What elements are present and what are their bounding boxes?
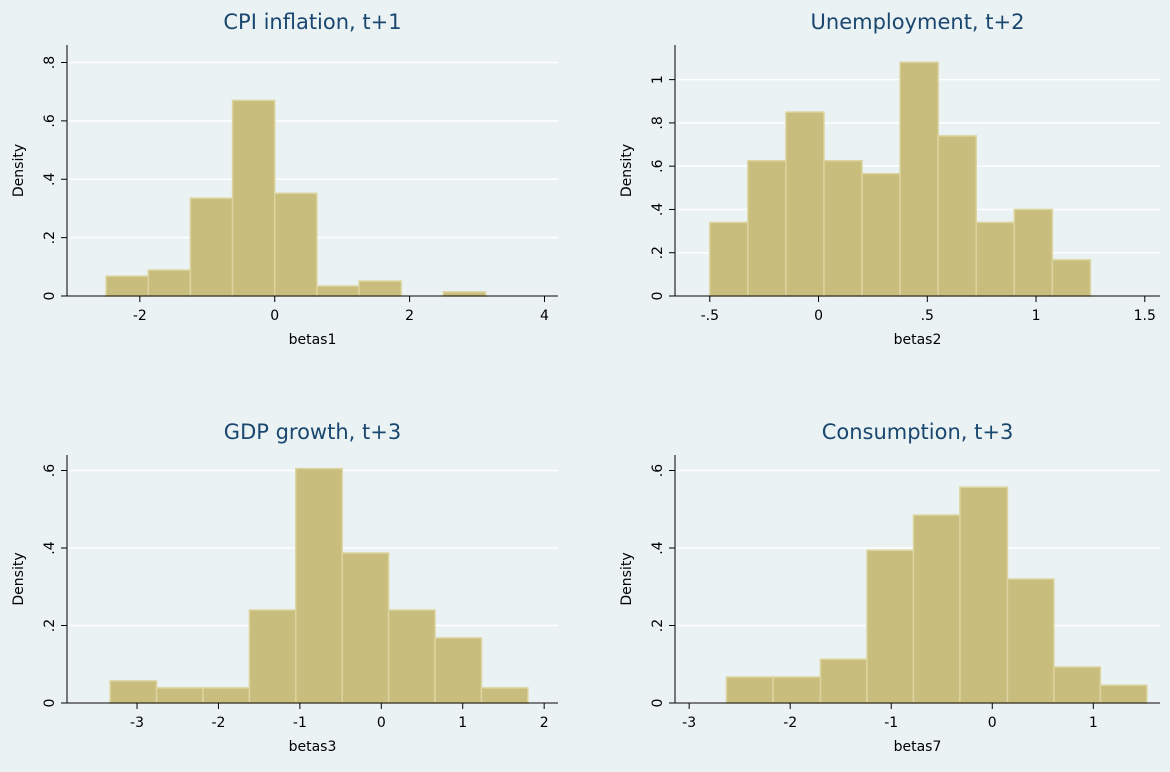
x-tick-label: .5 — [921, 308, 934, 324]
bar — [861, 172, 901, 297]
x-tick-label: -1 — [884, 715, 898, 731]
y-tick-label: .2 — [650, 246, 666, 259]
x-tick-label: -.5 — [701, 308, 719, 324]
y-axis-label: Density — [619, 144, 635, 197]
y-axis-label: Density — [11, 552, 27, 605]
x-axis-label: betas7 — [894, 739, 942, 755]
x-tick-label: 0 — [377, 715, 386, 731]
y-tick-label: .8 — [650, 116, 666, 129]
y-tick-label: .2 — [42, 619, 58, 632]
bar — [823, 160, 863, 297]
x-tick-label: 1 — [1032, 308, 1041, 324]
bar — [899, 61, 939, 297]
bar — [387, 609, 436, 704]
x-tick-label: -3 — [682, 715, 696, 731]
bar — [937, 135, 977, 297]
x-tick-label: -2 — [211, 715, 225, 731]
bar — [295, 467, 343, 704]
y-axis-label: Density — [11, 144, 27, 197]
y-tick-label: 0 — [42, 292, 58, 301]
bar — [866, 549, 915, 704]
y-tick-label: .2 — [650, 619, 666, 632]
bar — [785, 111, 825, 297]
x-tick-label: 2 — [540, 715, 549, 731]
y-tick-label: 0 — [650, 699, 666, 708]
bar — [725, 676, 774, 704]
y-tick-label: 0 — [650, 292, 666, 301]
y-tick-label: .8 — [42, 56, 58, 69]
x-tick-label: -3 — [130, 715, 144, 731]
bar — [819, 658, 868, 704]
x-tick-label: 2 — [405, 308, 414, 324]
bar — [442, 291, 487, 297]
panel-title: GDP growth, t+3 — [224, 420, 401, 444]
bar — [155, 687, 204, 704]
bar — [1051, 259, 1092, 297]
x-axis-label: betas1 — [289, 332, 337, 348]
x-tick-label: -2 — [783, 715, 797, 731]
bar — [341, 552, 390, 704]
bar — [1099, 684, 1148, 704]
bar — [273, 192, 318, 297]
y-tick-label: .4 — [42, 172, 58, 185]
bar — [231, 99, 276, 297]
x-tick-label: 0 — [814, 308, 823, 324]
y-tick-label: .6 — [650, 464, 666, 477]
x-tick-label: 4 — [540, 308, 549, 324]
y-tick-label: 0 — [42, 699, 58, 708]
x-tick-label: -2 — [133, 308, 147, 324]
x-tick-label: 1 — [458, 715, 467, 731]
bar — [772, 676, 822, 704]
bar — [912, 514, 961, 704]
panel-title: Unemployment, t+2 — [811, 10, 1025, 34]
y-tick-label: .2 — [42, 231, 58, 244]
y-tick-label: .6 — [42, 464, 58, 477]
bar — [959, 486, 1009, 704]
bar — [709, 221, 749, 297]
bar — [248, 609, 297, 704]
bar — [747, 160, 787, 297]
bar — [109, 680, 158, 704]
y-tick-label: .4 — [650, 203, 666, 216]
bar — [189, 197, 234, 297]
x-tick-label: 1.5 — [1134, 308, 1156, 324]
panel-title: CPI inflation, t+1 — [223, 10, 401, 34]
panel-title: Consumption, t+3 — [822, 420, 1014, 444]
bar — [1006, 578, 1055, 704]
bar — [147, 269, 192, 297]
bar — [1053, 666, 1102, 704]
bar — [434, 637, 483, 704]
bar — [202, 687, 251, 704]
x-tick-label: 1 — [1089, 715, 1098, 731]
bar — [105, 275, 150, 297]
x-tick-label: -1 — [293, 715, 307, 731]
x-tick-label: 0 — [270, 308, 279, 324]
y-tick-label: .6 — [42, 114, 58, 127]
y-tick-label: 1 — [650, 75, 666, 84]
x-tick-label: 0 — [988, 715, 997, 731]
y-tick-label: .4 — [42, 541, 58, 554]
y-axis-label: Density — [619, 552, 635, 605]
bar — [1013, 208, 1054, 297]
x-axis-label: betas3 — [289, 739, 337, 755]
y-tick-label: .6 — [650, 159, 666, 172]
y-tick-label: .4 — [650, 541, 666, 554]
bar — [358, 280, 402, 297]
bar — [480, 687, 529, 704]
x-axis-label: betas2 — [894, 332, 942, 348]
bar — [975, 221, 1016, 297]
bar — [316, 285, 360, 297]
